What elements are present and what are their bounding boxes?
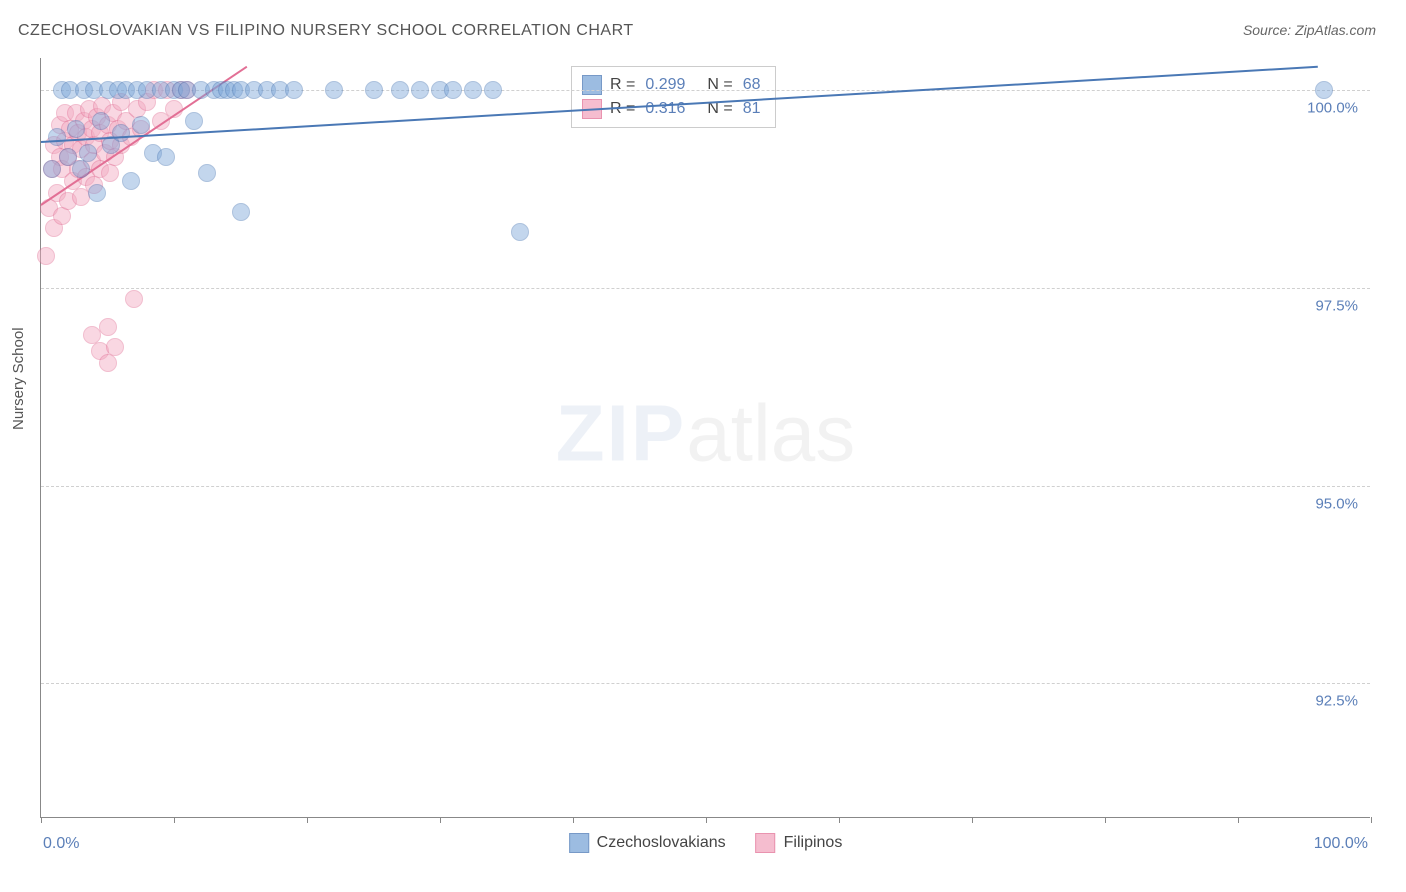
data-point-czech [132,116,150,134]
data-point-czech [88,184,106,202]
r-label: R = [610,76,635,94]
x-tick [440,817,441,823]
data-point-czech [232,203,250,221]
x-tick [706,817,707,823]
gridline [41,486,1370,487]
y-tick-label: 95.0% [1315,495,1358,512]
x-tick [1371,817,1372,823]
x-axis-max-label: 100.0% [1314,835,1368,853]
y-tick-label: 92.5% [1315,693,1358,710]
data-point-filipino [53,207,71,225]
filipino-n-value: 81 [743,100,761,118]
data-point-filipino [125,290,143,308]
data-point-filipino [106,338,124,356]
legend-item-czech: Czechoslovakians [569,833,726,853]
data-point-filipino [101,164,119,182]
legend-label-czech: Czechoslovakians [597,834,726,852]
data-point-czech [464,81,482,99]
watermark-zip: ZIP [556,388,686,477]
data-point-czech [411,81,429,99]
x-tick [41,817,42,823]
data-point-czech [444,81,462,99]
czech-r-value: 0.299 [645,76,685,94]
gridline [41,288,1370,289]
y-tick-label: 97.5% [1315,297,1358,314]
gridline [41,683,1370,684]
source-attribution: Source: ZipAtlas.com [1243,22,1376,38]
y-tick-label: 100.0% [1307,99,1358,116]
stats-row-czech: R = 0.299 N = 68 [582,73,761,97]
plot-area: ZIPatlas R = 0.299 N = 68 R = 0.316 N = … [40,58,1370,818]
data-point-czech [48,128,66,146]
data-point-czech [325,81,343,99]
x-tick [1105,817,1106,823]
data-point-czech [67,120,85,138]
data-point-czech [122,172,140,190]
stats-legend: R = 0.299 N = 68 R = 0.316 N = 81 [571,66,776,128]
x-tick [972,817,973,823]
x-tick [307,817,308,823]
source-label: Source: [1243,22,1295,38]
data-point-czech [157,148,175,166]
data-point-czech [92,112,110,130]
n-label: N = [707,76,732,94]
data-point-czech [511,223,529,241]
y-axis-title: Nursery School [10,327,27,430]
watermark: ZIPatlas [556,387,855,479]
swatch-filipino [756,833,776,853]
x-tick [839,817,840,823]
x-tick [1238,817,1239,823]
data-point-filipino [37,247,55,265]
data-point-czech [72,160,90,178]
legend-label-filipino: Filipinos [784,834,843,852]
x-axis-min-label: 0.0% [43,835,79,853]
x-tick [573,817,574,823]
data-point-czech [198,164,216,182]
data-point-czech [112,124,130,142]
data-point-czech [79,144,97,162]
swatch-czech [582,75,602,95]
data-point-czech [285,81,303,99]
watermark-atlas: atlas [686,388,855,477]
data-point-czech [1315,81,1333,99]
data-point-czech [185,112,203,130]
x-tick [174,817,175,823]
data-point-filipino [99,318,117,336]
data-point-czech [43,160,61,178]
czech-n-value: 68 [743,76,761,94]
data-point-czech [365,81,383,99]
data-point-filipino [99,354,117,372]
data-point-czech [391,81,409,99]
chart-title: CZECHOSLOVAKIAN VS FILIPINO NURSERY SCHO… [18,22,634,40]
swatch-czech [569,833,589,853]
source-value: ZipAtlas.com [1295,22,1376,38]
series-legend: Czechoslovakians Filipinos [569,833,843,853]
data-point-czech [484,81,502,99]
legend-item-filipino: Filipinos [756,833,843,853]
